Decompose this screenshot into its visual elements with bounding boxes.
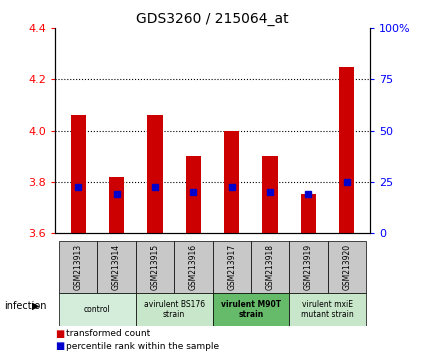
Bar [262,156,278,233]
Bar [186,156,201,233]
Text: ▶: ▶ [32,301,40,311]
FancyBboxPatch shape [289,241,328,293]
Text: GSM213916: GSM213916 [189,244,198,290]
Text: virulent M90T
strain: virulent M90T strain [221,300,281,319]
FancyBboxPatch shape [136,293,212,326]
Text: GSM213915: GSM213915 [150,244,159,290]
FancyBboxPatch shape [212,293,289,326]
Bar [109,177,124,233]
FancyBboxPatch shape [251,241,289,293]
Bar [147,115,163,233]
FancyBboxPatch shape [59,293,136,326]
FancyBboxPatch shape [289,293,366,326]
Text: control: control [84,305,111,314]
Text: ■: ■ [55,341,65,351]
Bar [224,131,239,233]
FancyBboxPatch shape [136,241,174,293]
Text: infection: infection [4,301,47,311]
Title: GDS3260 / 215064_at: GDS3260 / 215064_at [136,12,289,26]
FancyBboxPatch shape [97,241,136,293]
Text: transformed count: transformed count [66,329,150,338]
Text: virulent mxiE
mutant strain: virulent mxiE mutant strain [301,300,354,319]
Text: percentile rank within the sample: percentile rank within the sample [66,342,219,351]
Text: GSM213918: GSM213918 [266,244,275,290]
Bar [339,67,354,233]
Text: GSM213920: GSM213920 [342,244,351,290]
Text: ■: ■ [55,329,65,339]
Text: GSM213919: GSM213919 [304,244,313,290]
Text: GSM213913: GSM213913 [74,244,83,290]
Text: GSM213914: GSM213914 [112,244,121,290]
FancyBboxPatch shape [174,241,212,293]
Bar [301,194,316,233]
FancyBboxPatch shape [59,241,97,293]
FancyBboxPatch shape [212,241,251,293]
Text: GSM213917: GSM213917 [227,244,236,290]
FancyBboxPatch shape [328,241,366,293]
Text: avirulent BS176
strain: avirulent BS176 strain [144,300,205,319]
Bar [71,115,86,233]
